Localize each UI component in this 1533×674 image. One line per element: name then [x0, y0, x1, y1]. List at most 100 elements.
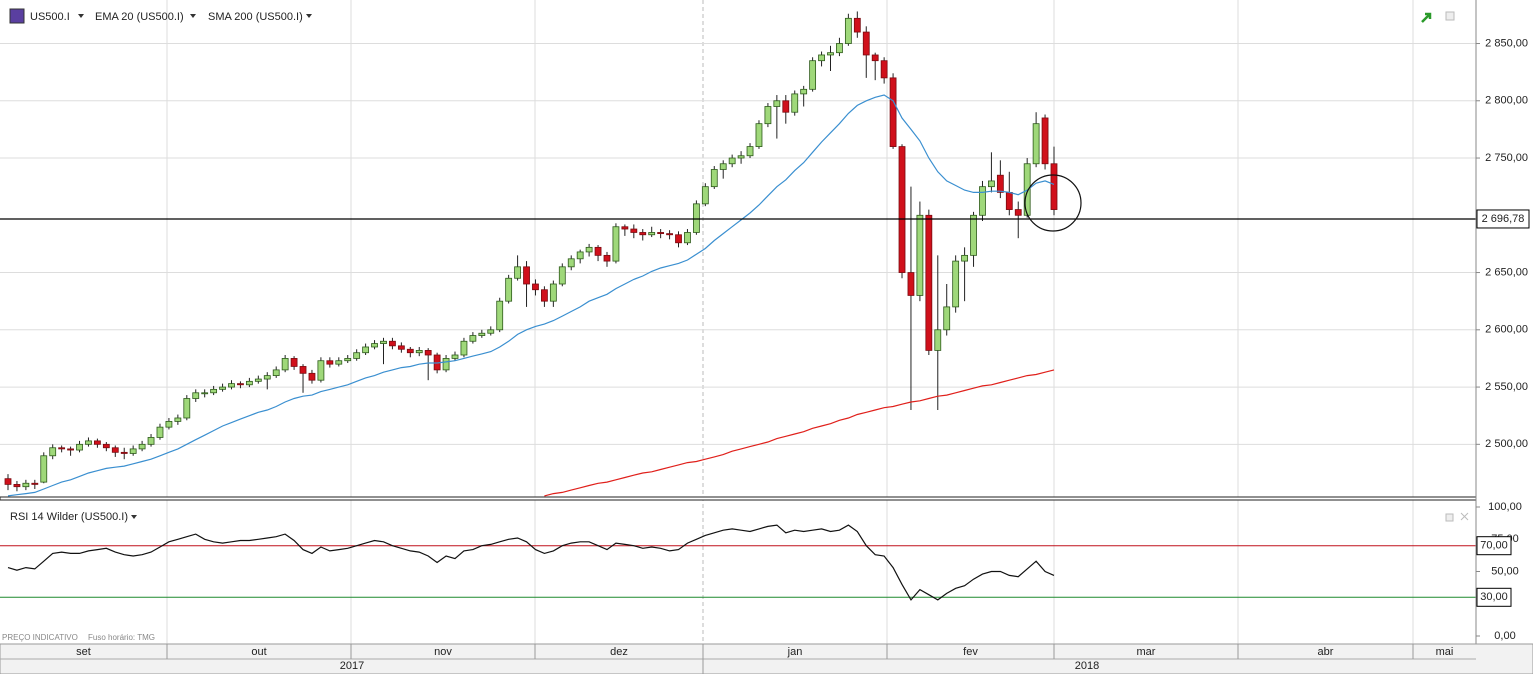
- candle-body: [156, 426, 164, 438]
- y-tick-label: 2 800,00: [1485, 95, 1528, 107]
- candle-body: [397, 345, 405, 350]
- candle-body: [335, 360, 343, 365]
- candle-body: [254, 378, 262, 382]
- candle-body: [201, 392, 209, 395]
- month-label: dez: [610, 646, 628, 658]
- candle-body: [129, 448, 137, 454]
- candle-body: [1032, 123, 1040, 165]
- candle-body: [326, 360, 334, 365]
- month-label: fev: [963, 646, 978, 658]
- header: US500.I EMA 20 (US500.I) SMA 200 (US500.…: [2, 8, 1469, 642]
- candle-body: [192, 392, 200, 399]
- candle-body: [549, 283, 557, 302]
- candle-body: [970, 214, 977, 256]
- legend-entry[interactable]: SMA 200 (US500.I): [208, 11, 303, 23]
- candle-body: [237, 383, 244, 386]
- candle-body: [228, 383, 235, 388]
- candle-body: [424, 350, 432, 356]
- dropdown[interactable]: [306, 14, 312, 18]
- y-tick-label: 2 850,00: [1485, 37, 1528, 49]
- candle-body: [880, 60, 888, 79]
- candle-body: [353, 352, 361, 359]
- candle-body: [853, 17, 861, 33]
- candle-body: [263, 375, 271, 380]
- candle-body: [585, 246, 593, 253]
- candle-body: [827, 52, 834, 56]
- candle-body: [612, 226, 620, 262]
- year-label: 2017: [340, 660, 364, 672]
- candle-body: [1014, 209, 1022, 216]
- rsi-level-label: 70,00: [1480, 540, 1508, 552]
- timezone: Fuso horário: TMG: [88, 633, 155, 642]
- window-button[interactable]: [1445, 513, 1454, 522]
- y-tick-label: 2 550,00: [1485, 381, 1528, 393]
- legend-entry[interactable]: EMA 20 (US500.I): [95, 11, 184, 23]
- grid: [0, 0, 1476, 644]
- candle-body: [523, 266, 530, 285]
- candle-body: [648, 232, 656, 236]
- candle-body: [719, 163, 727, 170]
- candle-body: [603, 254, 611, 262]
- candle-body: [639, 232, 647, 236]
- y-tick-label: 0,00: [1494, 630, 1515, 642]
- candle-body: [460, 340, 468, 356]
- last-price-box: [1476, 209, 1530, 229]
- candle-body: [800, 88, 808, 95]
- indicator-line: [7, 94, 1055, 497]
- candle-body: [558, 266, 566, 285]
- month-label: nov: [434, 646, 452, 658]
- candle-body: [773, 100, 781, 107]
- candle-body: [532, 283, 539, 291]
- candle-body: [844, 17, 852, 44]
- y-tick-label: 50,00: [1491, 565, 1519, 577]
- candle-body: [934, 329, 942, 351]
- candle-body: [996, 174, 1004, 193]
- last-price-label: 2 696,78: [1482, 213, 1525, 225]
- month-label: set: [76, 646, 91, 658]
- month-label: mai: [1436, 646, 1454, 658]
- close-button[interactable]: [1460, 512, 1469, 521]
- candle-body: [943, 306, 951, 331]
- candle-body: [692, 203, 700, 233]
- candle-body: [290, 358, 298, 367]
- candle-body: [871, 54, 879, 62]
- dropdown[interactable]: [78, 14, 84, 18]
- candle-body: [1005, 191, 1013, 210]
- candle-body: [889, 77, 897, 147]
- candle-body: [406, 348, 414, 354]
- candle-body: [782, 100, 790, 113]
- candle-body: [147, 437, 155, 445]
- y-tick-label: 2 600,00: [1485, 324, 1528, 336]
- candle-body: [299, 366, 307, 374]
- candle-body: [728, 157, 736, 165]
- trend-icon[interactable]: [1421, 12, 1432, 23]
- candle-body: [746, 146, 754, 157]
- candle-body: [836, 43, 843, 54]
- window-button[interactable]: [1445, 11, 1455, 21]
- candle-body: [165, 421, 173, 428]
- candle-body: [40, 455, 48, 483]
- candle-body: [31, 482, 39, 485]
- candle-body: [245, 380, 253, 386]
- rsi-level-label: 30,00: [1480, 591, 1508, 603]
- candle-body: [380, 340, 387, 344]
- candle-body: [961, 254, 968, 262]
- candle-body: [469, 335, 477, 342]
- candle-body: [496, 300, 504, 331]
- y-tick-label: 2 750,00: [1485, 152, 1528, 164]
- symbol[interactable]: US500.I: [30, 11, 70, 23]
- dropdown[interactable]: [131, 515, 137, 519]
- plot: [0, 11, 1476, 601]
- candle-body: [916, 214, 924, 296]
- candle-body: [317, 360, 325, 381]
- candle-body: [58, 447, 66, 450]
- indicator-line: [544, 369, 1055, 497]
- candle-body: [809, 60, 817, 90]
- indicator-label[interactable]: RSI 14 Wilder (US500.I): [10, 511, 128, 523]
- dropdown[interactable]: [190, 14, 196, 18]
- candle-body: [657, 232, 665, 235]
- candle-body: [791, 93, 799, 113]
- candle-body: [701, 186, 709, 205]
- candle-body: [988, 180, 995, 188]
- candle-body: [94, 440, 101, 445]
